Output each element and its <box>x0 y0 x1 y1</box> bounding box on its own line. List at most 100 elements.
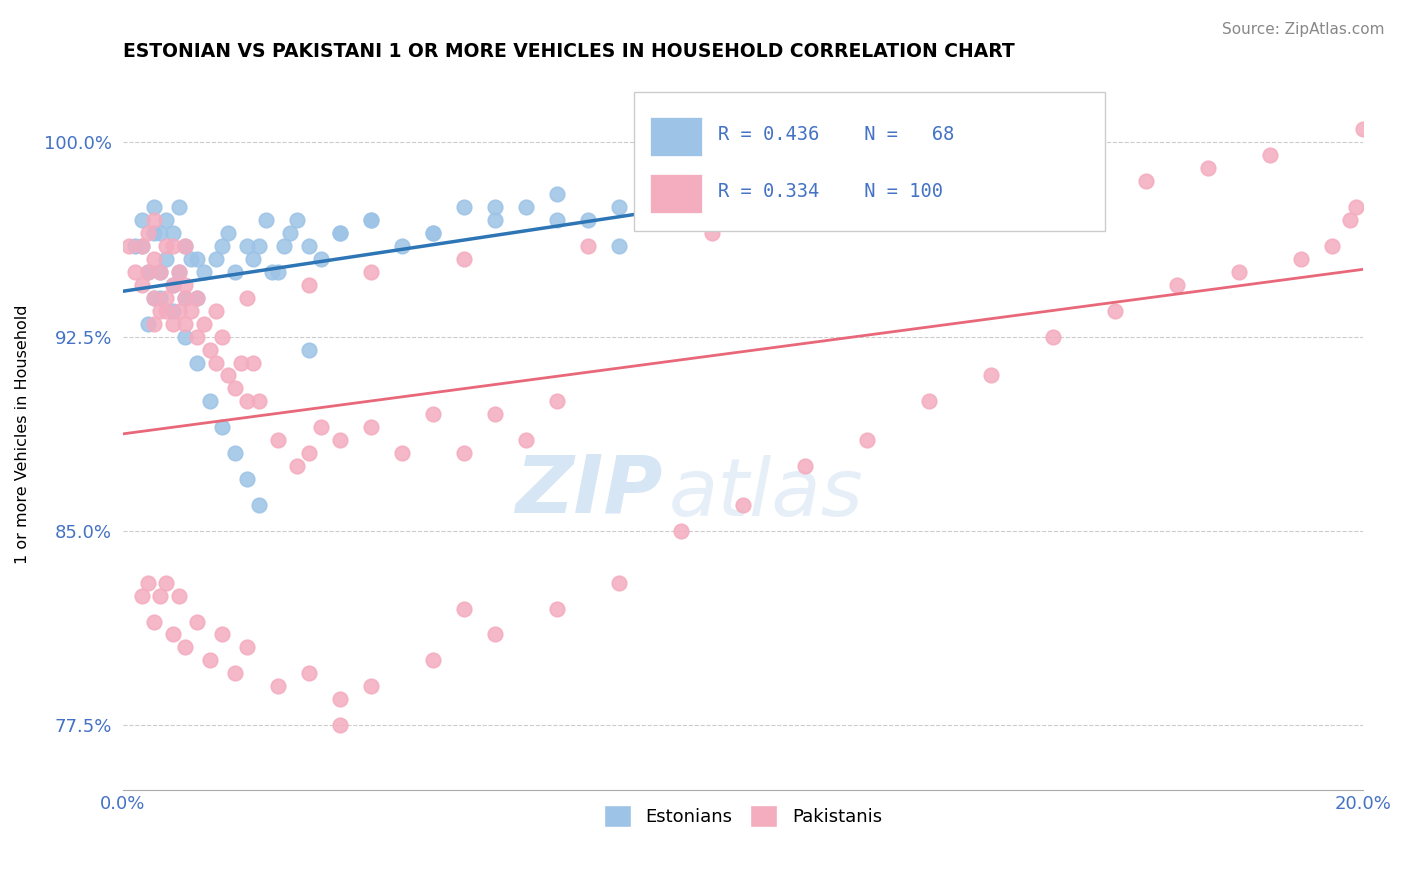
Point <box>267 265 290 279</box>
Point <box>546 394 568 409</box>
Point <box>1339 213 1361 227</box>
Point <box>731 213 754 227</box>
Point <box>267 679 290 693</box>
Point <box>484 200 506 214</box>
Point <box>484 407 506 421</box>
Point <box>186 291 208 305</box>
Point <box>224 446 246 460</box>
Point <box>280 226 302 240</box>
Point <box>1073 187 1095 202</box>
Point <box>167 265 190 279</box>
Point <box>360 265 382 279</box>
Point <box>484 213 506 227</box>
Point <box>980 368 1002 383</box>
Text: ESTONIAN VS PAKISTANI 1 OR MORE VEHICLES IN HOUSEHOLD CORRELATION CHART: ESTONIAN VS PAKISTANI 1 OR MORE VEHICLES… <box>122 42 1015 61</box>
Point <box>167 589 190 603</box>
Point <box>131 239 153 253</box>
Point <box>515 434 537 448</box>
Text: Source: ZipAtlas.com: Source: ZipAtlas.com <box>1222 22 1385 37</box>
Point <box>143 291 166 305</box>
Text: R = 0.334    N = 100: R = 0.334 N = 100 <box>718 182 943 201</box>
Point <box>149 265 172 279</box>
Point <box>198 343 221 357</box>
Point <box>205 355 228 369</box>
Point <box>186 329 208 343</box>
Point <box>198 394 221 409</box>
Point <box>174 277 197 292</box>
Point <box>162 277 184 292</box>
Point <box>143 200 166 214</box>
Point <box>329 226 352 240</box>
Point <box>236 640 259 655</box>
Point <box>155 252 177 266</box>
Point <box>174 317 197 331</box>
Point <box>149 291 172 305</box>
Point <box>143 615 166 629</box>
Point <box>124 239 146 253</box>
Point <box>422 226 444 240</box>
Text: R = 0.436    N =   68: R = 0.436 N = 68 <box>718 125 955 145</box>
Point <box>918 394 941 409</box>
Point <box>180 303 202 318</box>
Point <box>1042 329 1064 343</box>
Point <box>155 291 177 305</box>
Point <box>1227 265 1250 279</box>
Point <box>174 640 197 655</box>
Point <box>136 265 159 279</box>
Point <box>149 303 172 318</box>
Point <box>855 434 877 448</box>
Point <box>360 213 382 227</box>
Point <box>174 239 197 253</box>
Point <box>453 252 475 266</box>
Point <box>155 213 177 227</box>
Point <box>311 252 333 266</box>
Point <box>298 666 321 681</box>
Point <box>167 303 190 318</box>
Point <box>167 200 190 214</box>
Point <box>546 187 568 202</box>
Point <box>453 601 475 615</box>
Point <box>124 265 146 279</box>
Point <box>143 252 166 266</box>
Point <box>155 239 177 253</box>
Point <box>136 265 159 279</box>
Point <box>1197 161 1219 176</box>
Point <box>273 239 295 253</box>
Point <box>162 627 184 641</box>
Point <box>260 265 283 279</box>
Point <box>143 226 166 240</box>
Point <box>236 291 259 305</box>
Point <box>329 692 352 706</box>
Point <box>546 601 568 615</box>
Point <box>224 666 246 681</box>
Point <box>247 394 270 409</box>
Point <box>198 653 221 667</box>
Point <box>174 329 197 343</box>
Point <box>186 291 208 305</box>
Point <box>422 226 444 240</box>
Point <box>546 213 568 227</box>
Point <box>949 200 972 214</box>
Point <box>211 329 233 343</box>
Point <box>254 213 277 227</box>
Point <box>453 446 475 460</box>
Point <box>329 718 352 732</box>
Point <box>607 200 630 214</box>
Point <box>298 343 321 357</box>
Point <box>980 122 1002 136</box>
Point <box>167 265 190 279</box>
Point <box>143 317 166 331</box>
Point <box>143 291 166 305</box>
Point <box>205 252 228 266</box>
Point <box>329 226 352 240</box>
Point <box>174 291 197 305</box>
Point <box>217 226 239 240</box>
Point <box>329 434 352 448</box>
Point <box>131 277 153 292</box>
Point <box>1346 200 1368 214</box>
Point <box>211 420 233 434</box>
Text: atlas: atlas <box>668 455 863 533</box>
Point <box>155 575 177 590</box>
Point <box>224 265 246 279</box>
Point <box>1104 303 1126 318</box>
